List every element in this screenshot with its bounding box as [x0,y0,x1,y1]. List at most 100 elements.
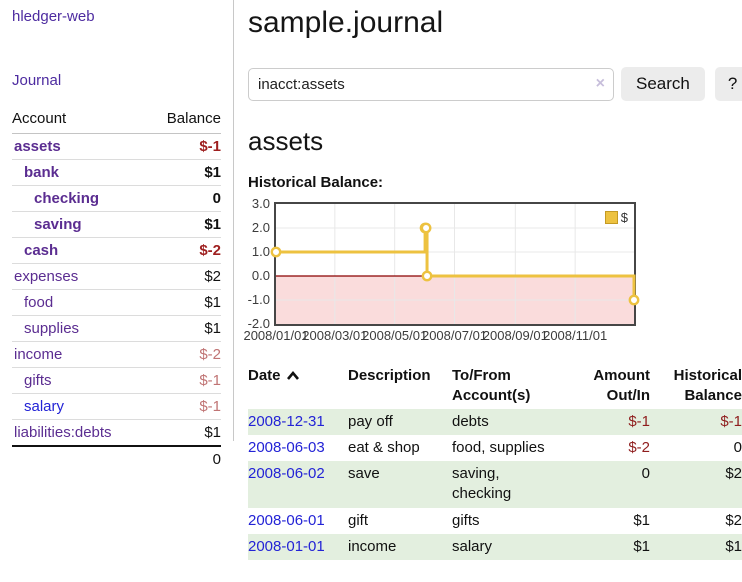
register-cell-balance: $2 [725,465,742,482]
register-cell-tofrom: gifts [452,511,480,529]
register-cell-description: save [348,465,380,482]
page-title: sample.journal [248,6,444,39]
sidebar-account-link-salary[interactable]: salary [24,398,65,415]
sidebar-account-link-bank[interactable]: bank [24,164,60,181]
account-row: income $-2 [12,341,221,368]
y-axis-tick-label: 3.0 [251,196,270,211]
search-button[interactable]: Search [621,67,705,101]
historical-balance-chart: $ 3.0 2.0 1.0 0.0 -1.0 -2.0 2008/01/01 2008/03/… [243,196,742,343]
register-cell-date: 2008-06-03 [248,435,348,461]
register-col-date[interactable]: Date [248,364,348,409]
sidebar-account-link-gifts[interactable]: gifts [24,372,52,389]
register-cell-date: 2008-06-01 [248,508,348,534]
register-tbody: 2008-12-31 pay off debts $-1 $-1 2008-06-03 ea… [248,408,742,560]
accounts-table: Account Balance assets $-1 bank $1 checking 0… [12,107,221,472]
account-row: salary $-1 [12,393,221,420]
sidebar-item-journal[interactable]: Journal [12,72,62,89]
account-balance: $-1 [147,393,221,420]
account-row: liabilities:debts $1 [12,419,221,446]
account-balance: $2 [147,263,221,290]
account-row: cash $-2 [12,237,221,264]
clear-search-icon[interactable]: × [595,75,605,92]
accounts-total-row: 0 [12,445,221,472]
account-balance: $-1 [147,367,221,394]
sidebar-account-link-food[interactable]: food [24,294,54,311]
register-cell-description: pay off [348,412,393,430]
x-axis-tick-label: 2008/11/01 [543,328,608,343]
y-axis-tick-label: 1.0 [251,244,270,259]
register-col-balance: Historical Balance [673,367,742,405]
register-cell-date: 2008-12-31 [248,409,348,435]
accounts-col-account: Account [12,107,148,134]
chart-svg [270,204,640,324]
help-button[interactable]: ? [714,67,742,101]
accounts-tbody: assets $-1 bank $1 checking 0 saving $1 cash $-2 e… [12,134,221,446]
x-axis-tick-label: 2008/03/01 [302,328,368,343]
sidebar-account-link-income[interactable]: income [14,346,63,363]
sidebar-account-link-checking[interactable]: checking [34,190,100,207]
register-cell-amount: $-1 [628,412,650,430]
search-form: × Search ? [248,67,742,101]
sidebar-account-link-expenses[interactable]: expenses [14,268,79,285]
account-row: assets $-1 [12,134,221,160]
register-cell-date: 2008-01-01 [248,534,348,560]
account-balance: $-2 [147,341,221,368]
account-row: food $1 [12,289,221,316]
account-row: gifts $-1 [12,367,221,394]
account-balance: $1 [147,419,221,446]
register-row: 2008-06-02 save saving, checking 0 $2 [248,461,742,508]
account-row: checking 0 [12,185,221,212]
legend-swatch-icon [604,211,618,224]
account-row: expenses $2 [12,263,221,290]
x-axis-tick-label: 2008/07/01 [421,328,488,343]
account-balance: $-2 [147,237,221,264]
accounts-total-balance: 0 [147,445,221,472]
register-row: 2008-01-01 income salary $1 $1 [248,533,742,560]
y-axis-tick-label: 2.0 [251,220,270,235]
register-row: 2008-06-03 eat & shop food, supplies $-2 0 [248,435,742,461]
register-cell-balance: $1 [725,537,742,555]
app-brand-link[interactable]: hledger-web [12,8,95,25]
register-cell-tofrom: salary [452,537,493,555]
chart-plot-area: $ 3.0 2.0 1.0 0.0 -1.0 -2.0 2008/01/01 2008/03/… [243,196,640,343]
account-balance: $1 [147,211,221,238]
search-input[interactable] [248,67,614,101]
sidebar-account-link-assets[interactable]: assets [14,138,61,155]
register-cell-description: eat & shop [348,438,420,456]
account-balance: $1 [147,159,221,186]
main-content: sample.journal × Search ? assets Histori… [243,0,742,560]
register-cell-date: 2008-06-02 [248,461,348,508]
register-cell-tofrom: saving, checking [452,465,512,503]
register-col-tofrom: To/From Account(s) [452,367,531,405]
transaction-date-link[interactable]: 2008-12-31 [248,412,325,430]
y-axis-tick-label: -1.0 [247,292,270,307]
register-cell-amount: $-2 [628,438,650,456]
register-cell-amount: 0 [641,465,650,482]
account-heading: assets [248,126,324,156]
account-balance: $1 [147,315,221,342]
sidebar-account-link-supplies[interactable]: supplies [24,320,80,337]
accounts-col-balance: Balance [147,107,221,134]
sidebar-account-link-liabilities-debts[interactable]: liabilities:debts [14,424,112,441]
register-col-description: Description [348,367,431,384]
transaction-date-link[interactable]: 2008-06-03 [248,438,325,456]
register-col-amount: Amount Out/In [593,367,650,405]
account-balance: $-1 [199,138,221,155]
register-table: Date Description To/From Account(s) Amou… [248,364,742,560]
sidebar: hledger-web Journal Account Balance asse… [0,0,234,472]
account-row: saving $1 [12,211,221,238]
x-axis-tick-label: 2008/05/01 [362,328,428,343]
transaction-date-link[interactable]: 2008-01-01 [248,537,325,555]
account-row: supplies $1 [12,315,221,342]
register-cell-balance: 0 [733,438,742,456]
transaction-date-link[interactable]: 2008-06-02 [248,465,325,482]
register-row: 2008-12-31 pay off debts $-1 $-1 [248,408,742,435]
register-cell-balance: $-1 [720,412,742,430]
sort-ascending-icon [286,370,299,380]
register-cell-amount: $1 [633,537,650,555]
register-row: 2008-06-01 gift gifts $1 $2 [248,508,742,534]
sidebar-account-link-cash[interactable]: cash [24,242,59,259]
sidebar-account-link-saving[interactable]: saving [34,216,82,233]
register-cell-description: income [348,537,397,555]
transaction-date-link[interactable]: 2008-06-01 [248,511,325,529]
